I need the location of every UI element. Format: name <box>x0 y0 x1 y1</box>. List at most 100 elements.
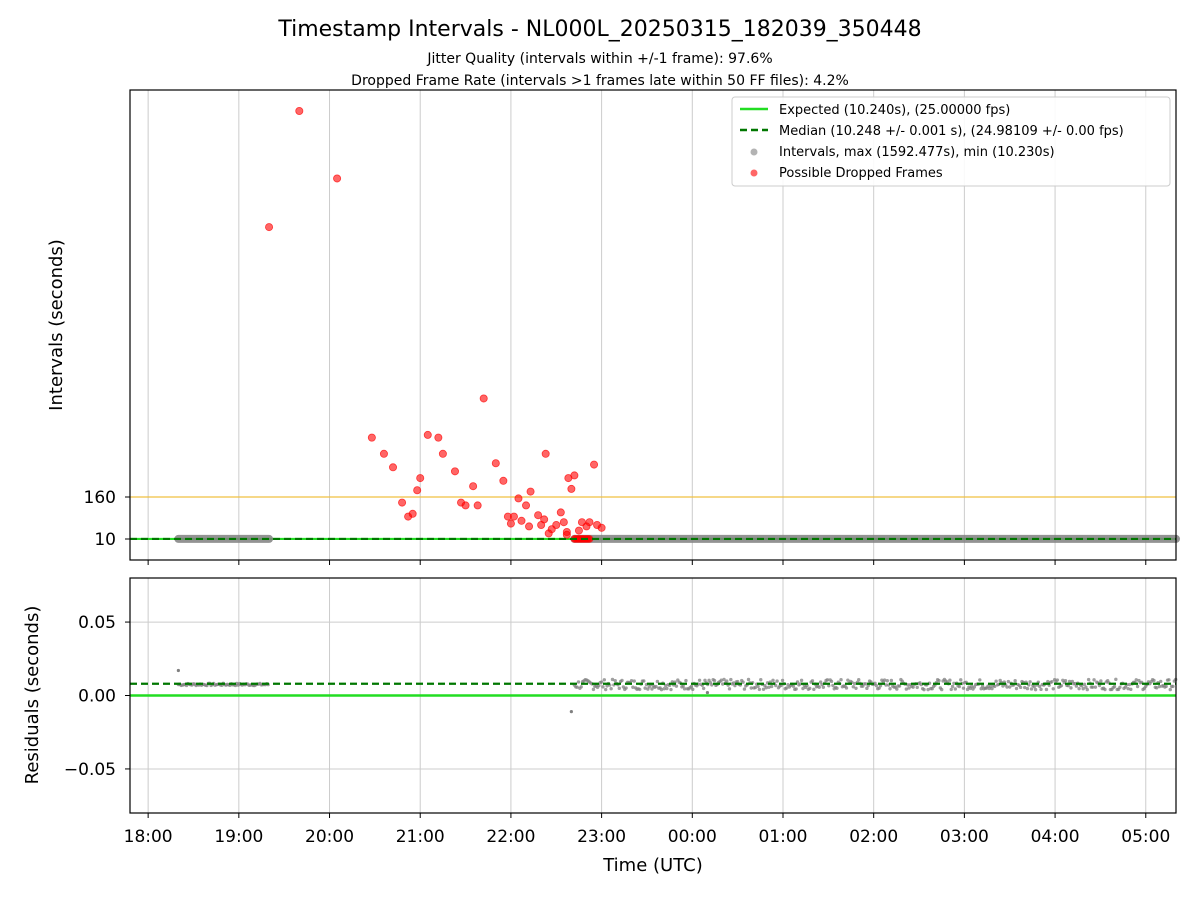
dropped-frame-point <box>438 449 447 458</box>
residual-point <box>642 679 646 683</box>
residual-point <box>1046 679 1050 684</box>
residual-point <box>1154 686 1159 690</box>
residual-point <box>691 687 695 692</box>
residual-point <box>659 687 664 692</box>
residual-point <box>825 678 830 682</box>
residual-point <box>1114 677 1118 682</box>
dropped-frame-point <box>473 501 482 510</box>
residual-point <box>810 679 815 683</box>
residual-point <box>1129 687 1133 692</box>
dropped-frame-point <box>389 463 398 472</box>
dropped-frame-point <box>295 107 304 116</box>
residual-point <box>784 686 789 690</box>
residual-point <box>742 687 747 691</box>
residual-point <box>749 686 753 690</box>
dropped-frame-point <box>552 521 561 530</box>
dropped-frame-point <box>574 526 583 535</box>
x-tick-label: 05:00 <box>1121 827 1170 847</box>
x-tick-label: 18:00 <box>124 827 173 847</box>
residual-point <box>746 677 751 682</box>
residual-point <box>689 684 694 689</box>
residual-point <box>1044 687 1049 692</box>
residual-point <box>1167 678 1171 682</box>
residual-point <box>952 681 956 685</box>
residual-point <box>926 687 930 692</box>
residual-point <box>1063 679 1068 683</box>
residual-point <box>722 677 726 682</box>
legend-intervals-swatch <box>750 148 758 156</box>
residual-point <box>994 679 998 683</box>
residual-point <box>1118 685 1122 689</box>
residual-point <box>990 686 994 691</box>
residual-point <box>731 681 736 685</box>
residual-outlier-point <box>569 710 573 714</box>
residual-point <box>1037 684 1042 689</box>
residual-point <box>1005 685 1009 689</box>
residual-point <box>761 687 766 691</box>
residual-point <box>617 686 621 691</box>
residual-point <box>1157 684 1162 689</box>
residual-point <box>1022 685 1027 690</box>
residual-point <box>791 684 796 688</box>
residual-point <box>1077 686 1081 691</box>
x-tick-label: 02:00 <box>849 827 898 847</box>
residual-point <box>1001 684 1005 688</box>
residual-point <box>1006 679 1011 684</box>
legend-box <box>731 96 1171 187</box>
residual-point <box>948 678 952 682</box>
residual-point <box>669 687 673 692</box>
residual-point <box>911 685 915 689</box>
dropped-frame-point <box>597 523 606 532</box>
residual-point <box>865 686 869 691</box>
dropped-frame-point <box>562 530 571 539</box>
dropped-frame-point <box>479 394 488 403</box>
residual-point <box>1073 681 1077 686</box>
residual-point <box>794 687 798 691</box>
residual-point <box>1050 680 1054 684</box>
residual-point <box>1080 684 1084 688</box>
residual-point <box>629 678 634 683</box>
dropped-frame-point <box>367 433 376 442</box>
residual-point <box>1082 682 1087 686</box>
dropped-frame-point <box>434 433 443 442</box>
dropped-frame-point <box>514 494 523 503</box>
residual-point <box>624 686 628 690</box>
residual-point <box>829 679 834 684</box>
residual-point <box>1168 687 1172 692</box>
residual-point <box>1033 687 1038 692</box>
residual-point <box>682 687 687 691</box>
residual-point <box>576 680 581 684</box>
residual-point <box>839 678 843 682</box>
residual-point <box>697 678 702 683</box>
residual-point <box>1039 687 1043 692</box>
residual-point <box>885 679 889 683</box>
residual-point <box>978 678 982 682</box>
legend-intervals-label: Intervals, max (1592.477s), min (10.230s… <box>779 145 1055 160</box>
residual-point <box>950 684 955 689</box>
residual-point <box>780 678 785 683</box>
residual-point <box>719 678 724 682</box>
residual-point <box>1014 686 1019 691</box>
residual-point <box>1067 679 1072 684</box>
dropped-frame-point <box>469 482 478 491</box>
residual-outlier-point <box>176 668 180 673</box>
residual-point <box>922 687 926 692</box>
dropped-frame-point <box>590 460 599 469</box>
residual-point <box>1018 685 1023 690</box>
dropped-frame-point <box>416 474 425 483</box>
dropped-frame-point <box>585 535 594 543</box>
x-tick-label: 19:00 <box>214 827 263 847</box>
x-axis-label: Time (UTC) <box>602 855 703 876</box>
residual-point <box>882 678 887 682</box>
residual-point <box>591 687 596 692</box>
residual-point <box>701 686 706 691</box>
residual-point <box>1051 687 1055 691</box>
dropped-frame-point <box>559 518 568 527</box>
x-tick-label: 00:00 <box>668 827 717 847</box>
residual-point <box>852 681 857 686</box>
residual-point <box>1159 679 1163 684</box>
residual-point <box>1152 678 1156 683</box>
residual-point <box>650 687 654 691</box>
legend-median-label: Median (10.248 +/- 0.001 s), (24.98109 +… <box>779 124 1124 139</box>
